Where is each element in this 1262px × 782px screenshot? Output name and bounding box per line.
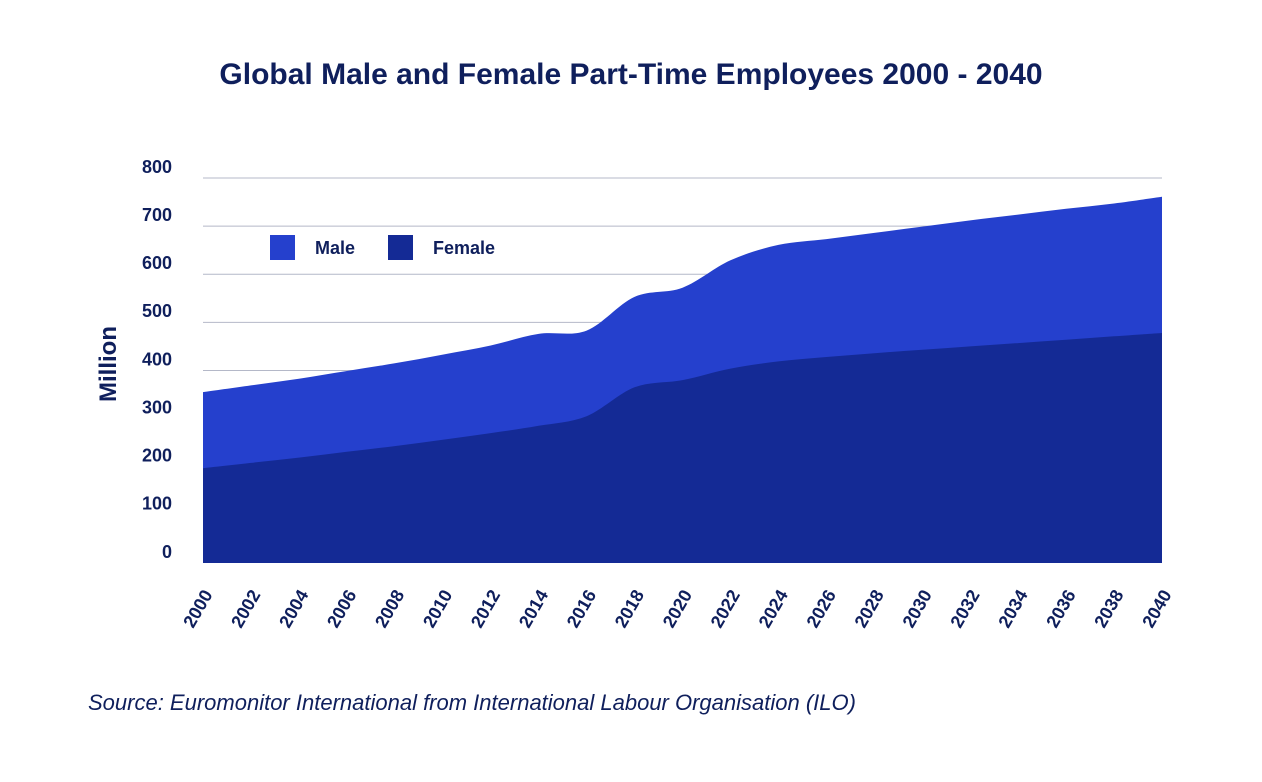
x-tick-label: 2000 [179, 586, 216, 631]
x-axis-ticks: 2000 2002 2004 2006 2008 2010 2012 2014 2016 2018… [179, 586, 1175, 631]
y-tick-label: 800 [142, 157, 172, 177]
y-axis-ticks: 0 100 200 300 400 500 600 700 800 [142, 157, 172, 562]
x-tick-label: 2008 [371, 586, 408, 631]
x-tick-label: 2010 [419, 586, 456, 631]
chart-title: Global Male and Female Part-Time Employe… [219, 58, 1043, 91]
y-tick-label: 300 [142, 397, 172, 417]
y-tick-label: 100 [142, 494, 172, 514]
x-tick-label: 2020 [659, 586, 696, 631]
y-tick-label: 200 [142, 446, 172, 466]
legend-swatch-female [388, 235, 413, 260]
x-tick-label: 2018 [611, 586, 648, 631]
x-tick-label: 2024 [755, 586, 792, 631]
x-tick-label: 2038 [1090, 586, 1127, 631]
y-tick-label: 0 [162, 542, 172, 562]
x-tick-label: 2036 [1042, 586, 1079, 631]
x-tick-label: 2006 [323, 586, 360, 631]
y-tick-label: 700 [142, 205, 172, 225]
y-axis-label: Million [95, 326, 122, 402]
x-tick-label: 2030 [898, 586, 935, 631]
legend-swatch-male [270, 235, 295, 260]
y-tick-label: 400 [142, 349, 172, 369]
x-tick-label: 2028 [851, 586, 888, 631]
x-tick-label: 2040 [1138, 586, 1175, 631]
y-tick-label: 600 [142, 253, 172, 273]
x-tick-label: 2016 [563, 586, 600, 631]
y-tick-label: 500 [142, 301, 172, 321]
x-tick-label: 2004 [275, 586, 312, 631]
source-note: Source: Euromonitor International from I… [88, 690, 856, 715]
area-series [203, 196, 1162, 564]
x-tick-label: 2002 [227, 586, 264, 631]
series-area-female [203, 333, 1162, 563]
legend-label-female: Female [433, 238, 495, 258]
legend-label-male: Male [315, 238, 355, 258]
x-tick-label: 2022 [707, 586, 744, 631]
x-tick-label: 2026 [803, 586, 840, 631]
x-tick-label: 2032 [946, 586, 983, 631]
x-tick-label: 2014 [515, 586, 552, 631]
legend: Male Female [270, 235, 495, 260]
x-tick-label: 2012 [467, 586, 504, 631]
x-tick-label: 2034 [994, 586, 1031, 631]
